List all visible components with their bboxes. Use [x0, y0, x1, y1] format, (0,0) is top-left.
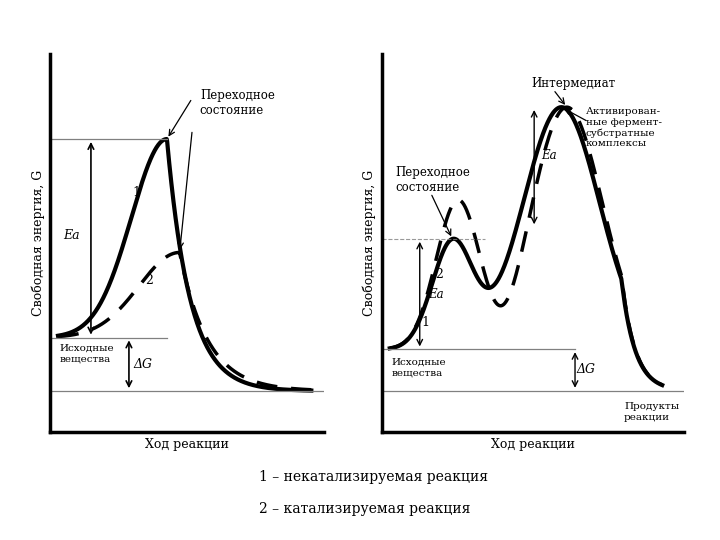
X-axis label: Ход реакции: Ход реакции [145, 437, 229, 450]
Text: 1 – некатализируемая реакция: 1 – некатализируемая реакция [259, 470, 488, 484]
Text: ΔG: ΔG [577, 363, 595, 376]
Text: 2: 2 [435, 268, 443, 281]
Y-axis label: Свободная энергия, G: Свободная энергия, G [363, 170, 376, 316]
Text: ΔG: ΔG [133, 358, 153, 371]
Y-axis label: Свободная энергия, G: Свободная энергия, G [32, 170, 45, 316]
Text: Активирован-
ные фермент-
субстратные
комплексы: Активирован- ные фермент- субстратные ко… [586, 107, 662, 148]
Text: Переходное
состояние: Переходное состояние [200, 89, 275, 117]
Text: Ea: Ea [541, 149, 557, 162]
Text: Ea: Ea [63, 228, 80, 241]
Text: 2 – катализируемая реакция: 2 – катализируемая реакция [259, 502, 471, 516]
Text: Переходное
состояние: Переходное состояние [395, 166, 470, 194]
Text: Ea: Ea [428, 288, 444, 301]
Text: 1: 1 [132, 186, 140, 199]
Text: Исходные
вещества: Исходные вещества [391, 358, 446, 377]
Text: 1: 1 [421, 316, 429, 329]
Text: Продукты
реакции: Продукты реакции [624, 402, 679, 422]
Text: 2: 2 [145, 274, 153, 287]
X-axis label: Ход реакции: Ход реакции [491, 437, 575, 450]
Text: Исходные
вещества: Исходные вещества [59, 344, 114, 363]
Text: Интермедиат: Интермедиат [531, 77, 616, 90]
